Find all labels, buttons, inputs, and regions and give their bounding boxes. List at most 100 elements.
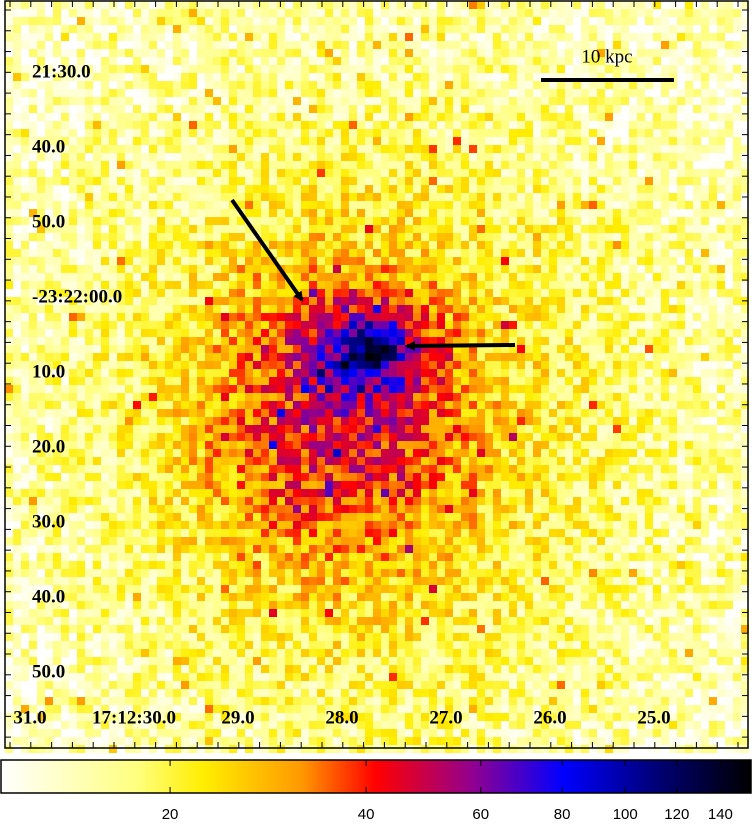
pixel <box>557 193 565 201</box>
pixel <box>613 17 621 25</box>
pixel <box>621 121 629 129</box>
pixel <box>669 417 677 425</box>
pixel <box>101 161 109 169</box>
pixel <box>157 209 165 217</box>
pixel <box>453 313 461 321</box>
pixel <box>621 177 629 185</box>
pixel <box>101 401 109 409</box>
pixel <box>397 145 405 153</box>
pixel <box>173 385 181 393</box>
pixel <box>493 289 501 297</box>
pixel <box>389 225 397 233</box>
pixel <box>525 305 533 313</box>
pixel <box>21 153 29 161</box>
pixel <box>245 201 253 209</box>
pixel <box>189 265 197 273</box>
pixel <box>453 409 461 417</box>
pixel <box>493 417 501 425</box>
pixel <box>181 17 189 25</box>
pixel <box>693 113 701 121</box>
pixel <box>429 161 437 169</box>
pixel <box>573 121 581 129</box>
pixel <box>349 401 357 409</box>
pixel <box>269 425 277 433</box>
pixel <box>645 137 653 145</box>
pixel <box>421 393 429 401</box>
pixel <box>573 113 581 121</box>
pixel <box>93 185 101 193</box>
pixel <box>45 321 53 329</box>
pixel <box>733 353 741 361</box>
pixel <box>213 113 221 121</box>
pixel <box>341 321 349 329</box>
pixel <box>357 393 365 401</box>
pixel <box>277 121 285 129</box>
pixel <box>669 57 677 65</box>
pixel <box>253 393 261 401</box>
pixel <box>133 113 141 121</box>
pixel <box>661 201 669 209</box>
pixel <box>237 129 245 137</box>
pixel <box>13 313 21 321</box>
pixel <box>653 201 661 209</box>
pixel <box>693 185 701 193</box>
pixel <box>405 321 413 329</box>
pixel <box>477 161 485 169</box>
pixel <box>189 201 197 209</box>
pixel <box>669 41 677 49</box>
pixel <box>693 329 701 337</box>
pixel <box>413 81 421 89</box>
pixel <box>437 401 445 409</box>
pixel <box>165 401 173 409</box>
pixel <box>157 409 165 417</box>
pixel <box>213 177 221 185</box>
pixel <box>421 129 429 137</box>
pixel <box>133 49 141 57</box>
pixel <box>197 41 205 49</box>
pixel <box>685 49 693 57</box>
pixel <box>661 305 669 313</box>
pixel <box>557 129 565 137</box>
pixel <box>301 273 309 281</box>
pixel <box>13 361 21 369</box>
pixel <box>533 73 541 81</box>
pixel <box>301 129 309 137</box>
pixel <box>301 353 309 361</box>
pixel <box>5 81 13 89</box>
pixel <box>717 193 725 201</box>
pixel <box>181 41 189 49</box>
pixel <box>437 345 445 353</box>
pixel <box>197 361 205 369</box>
pixel <box>125 97 133 105</box>
pixel <box>501 65 509 73</box>
pixel <box>573 321 581 329</box>
pixel <box>437 185 445 193</box>
pixel <box>437 81 445 89</box>
pixel <box>573 33 581 41</box>
pixel <box>525 57 533 65</box>
pixel <box>229 169 237 177</box>
pixel <box>309 217 317 225</box>
pixel <box>117 369 125 377</box>
pixel <box>501 265 509 273</box>
pixel <box>621 73 629 81</box>
pixel <box>373 417 381 425</box>
pixel <box>61 185 69 193</box>
pixel <box>421 225 429 233</box>
pixel <box>277 281 285 289</box>
pixel <box>677 377 685 385</box>
pixel <box>381 289 389 297</box>
pixel <box>157 329 165 337</box>
pixel <box>597 145 605 153</box>
pixel <box>405 377 413 385</box>
pixel <box>309 185 317 193</box>
pixel <box>605 321 613 329</box>
pixel <box>165 57 173 65</box>
pixel <box>45 417 53 425</box>
pixel <box>541 185 549 193</box>
pixel <box>157 417 165 425</box>
pixel <box>189 425 197 433</box>
pixel <box>693 281 701 289</box>
pixel <box>557 73 565 81</box>
pixel <box>629 409 637 417</box>
